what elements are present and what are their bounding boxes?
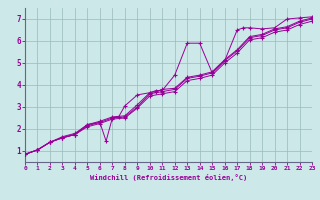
X-axis label: Windchill (Refroidissement éolien,°C): Windchill (Refroidissement éolien,°C) xyxy=(90,174,247,181)
